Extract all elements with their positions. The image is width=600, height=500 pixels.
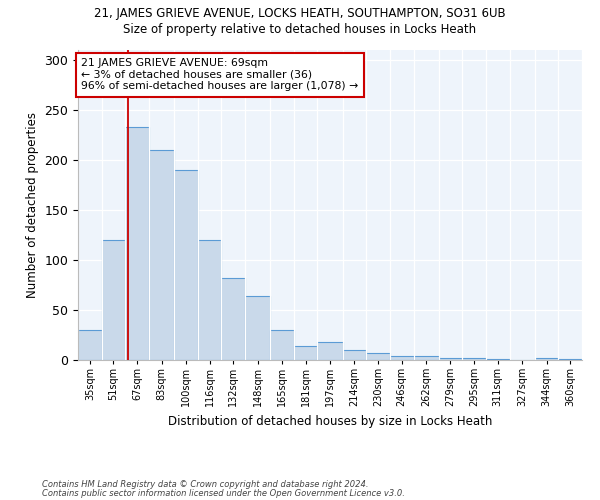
Text: 21 JAMES GRIEVE AVENUE: 69sqm
← 3% of detached houses are smaller (36)
96% of se: 21 JAMES GRIEVE AVENUE: 69sqm ← 3% of de… [81,58,358,91]
Bar [78,330,101,360]
Bar [439,358,462,360]
Bar [270,330,294,360]
Bar [294,346,317,360]
Bar [486,359,509,360]
Bar [366,353,390,360]
Bar [390,356,413,360]
Bar [413,356,439,360]
Bar [125,127,149,360]
Bar [221,278,245,360]
Bar [174,170,198,360]
Bar [198,240,221,360]
Bar [462,358,486,360]
Bar [101,240,125,360]
Y-axis label: Number of detached properties: Number of detached properties [26,112,39,298]
Bar [559,359,582,360]
Text: Size of property relative to detached houses in Locks Heath: Size of property relative to detached ho… [124,22,476,36]
Bar [149,150,174,360]
Bar [535,358,559,360]
Text: 21, JAMES GRIEVE AVENUE, LOCKS HEATH, SOUTHAMPTON, SO31 6UB: 21, JAMES GRIEVE AVENUE, LOCKS HEATH, SO… [94,8,506,20]
Bar [317,342,343,360]
Bar [343,350,366,360]
Bar [245,296,270,360]
X-axis label: Distribution of detached houses by size in Locks Heath: Distribution of detached houses by size … [168,414,492,428]
Text: Contains public sector information licensed under the Open Government Licence v3: Contains public sector information licen… [42,489,405,498]
Text: Contains HM Land Registry data © Crown copyright and database right 2024.: Contains HM Land Registry data © Crown c… [42,480,368,489]
